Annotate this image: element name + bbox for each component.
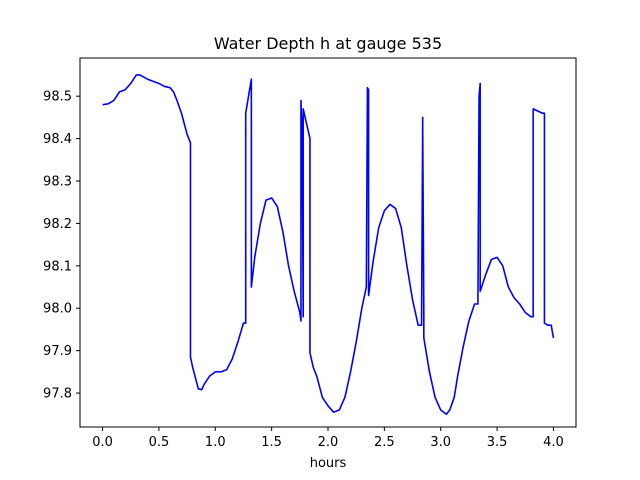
y-tick-label: 98.3 xyxy=(43,175,72,190)
series-layer xyxy=(102,74,555,416)
x-tick-label: 2.0 xyxy=(318,435,339,450)
y-tick-label: 98.5 xyxy=(43,90,72,105)
y-tick-label: 98.1 xyxy=(43,259,72,274)
x-tick-label: 3.5 xyxy=(487,435,508,450)
x-axis-ticks: 0.0 0.5 1.0 1.5 2.0 2.5 3.0 3.5 4.0 xyxy=(92,427,564,450)
y-axis-ticks: 97.8 97.9 98.0 98.1 98.2 98.3 98.4 98.5 xyxy=(43,90,80,402)
chart-title: Water Depth h at gauge 535 xyxy=(214,34,442,53)
y-tick-label: 98.4 xyxy=(43,132,72,147)
x-tick-label: 3.0 xyxy=(430,435,451,450)
x-tick-label: 1.0 xyxy=(205,435,226,450)
x-tick-label: 4.0 xyxy=(543,435,564,450)
series-line-0 xyxy=(102,74,555,416)
y-tick-label: 97.8 xyxy=(43,387,72,402)
x-tick-label: 1.5 xyxy=(261,435,282,450)
x-tick-label: 0.5 xyxy=(149,435,170,450)
y-tick-label: 97.9 xyxy=(43,344,72,359)
y-tick-label: 98.0 xyxy=(43,302,72,317)
x-axis-label: hours xyxy=(310,456,347,471)
x-tick-label: 2.5 xyxy=(374,435,395,450)
x-tick-label: 0.0 xyxy=(92,435,113,450)
y-tick-label: 98.2 xyxy=(43,217,72,232)
